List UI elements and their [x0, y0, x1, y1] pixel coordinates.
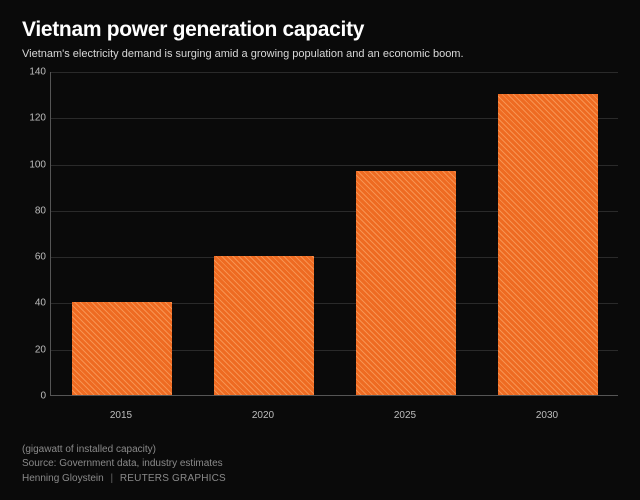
bar [356, 171, 455, 395]
byline-credit: REUTERS GRAPHICS [120, 473, 226, 484]
y-tick-label: 40 [22, 298, 46, 309]
chart-container: 020406080100120140 2015202020252030 [22, 72, 618, 422]
y-tick-label: 100 [22, 159, 46, 170]
x-tick-label: 2015 [110, 402, 132, 422]
x-tick-label: 2030 [536, 402, 558, 422]
bar-hatch [214, 256, 313, 395]
bar-hatch [498, 94, 597, 395]
bar-hatch [356, 171, 455, 395]
y-tick-label: 120 [22, 113, 46, 124]
y-tick-label: 80 [22, 205, 46, 216]
x-tick-label: 2025 [394, 402, 416, 422]
chart-footer: (gigawatt of installed capacity) Source:… [22, 443, 226, 487]
chart-subtitle: Vietnam's electricity demand is surging … [22, 48, 618, 60]
byline-separator: | [111, 473, 114, 484]
plot-area [50, 72, 618, 396]
y-tick-label: 140 [22, 67, 46, 78]
chart-title: Vietnam power generation capacity [22, 18, 618, 42]
gridline [51, 72, 618, 73]
byline-author: Henning Gloystein [22, 473, 104, 484]
y-tick-label: 60 [22, 252, 46, 263]
unit-note: (gigawatt of installed capacity) [22, 443, 226, 458]
x-tick-label: 2020 [252, 402, 274, 422]
bar-hatch [72, 302, 171, 395]
bar [72, 302, 171, 395]
byline-line: Henning Gloystein | REUTERS GRAPHICS [22, 472, 226, 487]
y-tick-label: 0 [22, 391, 46, 402]
bar [214, 256, 313, 395]
source-line: Source: Government data, industry estima… [22, 457, 226, 472]
y-tick-label: 20 [22, 344, 46, 355]
bar [498, 94, 597, 395]
